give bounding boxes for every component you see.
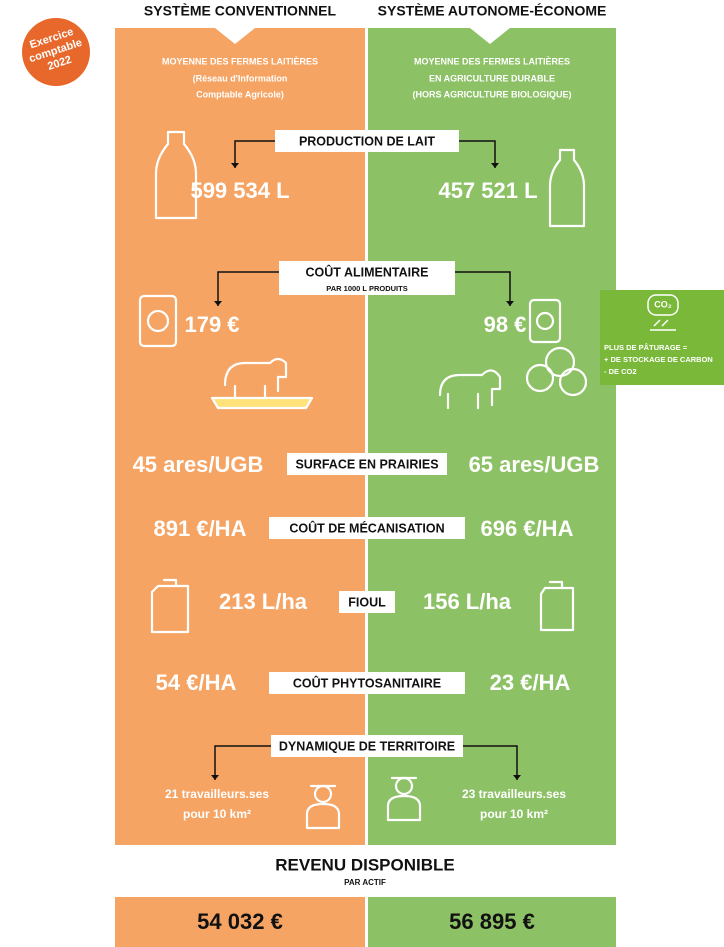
right-value: 98 € <box>484 312 527 337</box>
right-income: 56 895 € <box>449 909 535 934</box>
side-note-text: PLUS DE PÂTURAGE = <box>604 343 688 352</box>
section-label: DYNAMIQUE DE TERRITOIRE <box>279 739 455 753</box>
right-value: 696 €/HA <box>481 516 574 541</box>
co2-label: CO₂ <box>654 299 672 309</box>
left-value: 599 534 L <box>190 178 289 203</box>
left-income: 54 032 € <box>197 909 283 934</box>
column-header: SYSTÈME CONVENTIONNEL <box>144 3 337 19</box>
column-description: EN AGRICULTURE DURABLE <box>429 73 555 83</box>
section-label: COÛT ALIMENTAIRE <box>306 264 429 279</box>
section-sublabel: PAR 1000 L PRODUITS <box>326 284 407 293</box>
infographic: Exercice comptable 2022 SYSTÈME CONVENTI… <box>0 0 724 947</box>
section-label: FIOUL <box>348 595 386 609</box>
left-value: pour 10 km² <box>183 807 251 821</box>
left-value: 891 €/HA <box>154 516 247 541</box>
column-description: Comptable Agricole) <box>196 89 284 99</box>
right-value: 23 €/HA <box>490 670 571 695</box>
left-value: 179 € <box>184 312 239 337</box>
column-description: (HORS AGRICULTURE BIOLOGIQUE) <box>413 89 572 99</box>
footer-title: REVENU DISPONIBLE <box>275 855 454 874</box>
column-description: (Réseau d'Information <box>193 73 288 83</box>
side-note-text: - DE CO2 <box>604 367 637 376</box>
section-label: COÛT PHYTOSANITAIRE <box>293 675 441 690</box>
footer-subtitle: PAR ACTIF <box>344 878 386 887</box>
section-label: SURFACE EN PRAIRIES <box>295 457 438 471</box>
left-value: 45 ares/UGB <box>133 452 264 477</box>
left-value: 54 €/HA <box>156 670 237 695</box>
column-description: MOYENNE DES FERMES LAITIÈRES <box>162 56 318 66</box>
section-label: PRODUCTION DE LAIT <box>299 134 435 148</box>
right-value: 65 ares/UGB <box>469 452 600 477</box>
left-value: 213 L/ha <box>219 589 308 614</box>
left-value: 21 travailleurs.ses <box>165 787 269 801</box>
right-value: 23 travailleurs.ses <box>462 787 566 801</box>
section-label: COÛT DE MÉCANISATION <box>289 520 444 535</box>
side-note-text: + DE STOCKAGE DE CARBON <box>604 355 713 364</box>
right-value: pour 10 km² <box>480 807 548 821</box>
column-header: SYSTÈME AUTONOME-ÉCONOME <box>378 3 607 19</box>
right-value: 457 521 L <box>438 178 537 203</box>
column-description: MOYENNE DES FERMES LAITIÈRES <box>414 56 570 66</box>
right-value: 156 L/ha <box>423 589 512 614</box>
